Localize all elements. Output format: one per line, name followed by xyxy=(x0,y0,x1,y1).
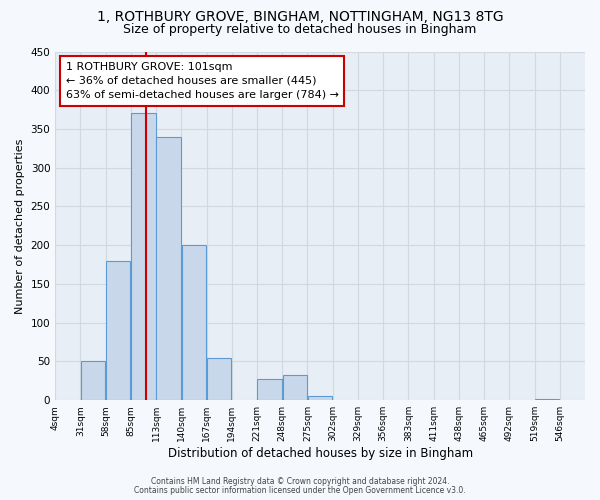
Bar xyxy=(283,374,307,400)
Text: Contains public sector information licensed under the Open Government Licence v3: Contains public sector information licen… xyxy=(134,486,466,495)
Bar xyxy=(157,136,181,400)
Bar xyxy=(207,358,232,400)
Bar xyxy=(81,362,105,400)
Bar xyxy=(182,245,206,400)
Text: Contains HM Land Registry data © Crown copyright and database right 2024.: Contains HM Land Registry data © Crown c… xyxy=(151,477,449,486)
Bar xyxy=(131,114,156,400)
Y-axis label: Number of detached properties: Number of detached properties xyxy=(15,138,25,314)
Text: Size of property relative to detached houses in Bingham: Size of property relative to detached ho… xyxy=(124,22,476,36)
X-axis label: Distribution of detached houses by size in Bingham: Distribution of detached houses by size … xyxy=(167,447,473,460)
Text: 1, ROTHBURY GROVE, BINGHAM, NOTTINGHAM, NG13 8TG: 1, ROTHBURY GROVE, BINGHAM, NOTTINGHAM, … xyxy=(97,10,503,24)
Text: 1 ROTHBURY GROVE: 101sqm
← 36% of detached houses are smaller (445)
63% of semi-: 1 ROTHBURY GROVE: 101sqm ← 36% of detach… xyxy=(66,62,339,100)
Bar xyxy=(308,396,332,400)
Bar xyxy=(106,260,130,400)
Bar xyxy=(535,398,559,400)
Bar xyxy=(257,380,282,400)
